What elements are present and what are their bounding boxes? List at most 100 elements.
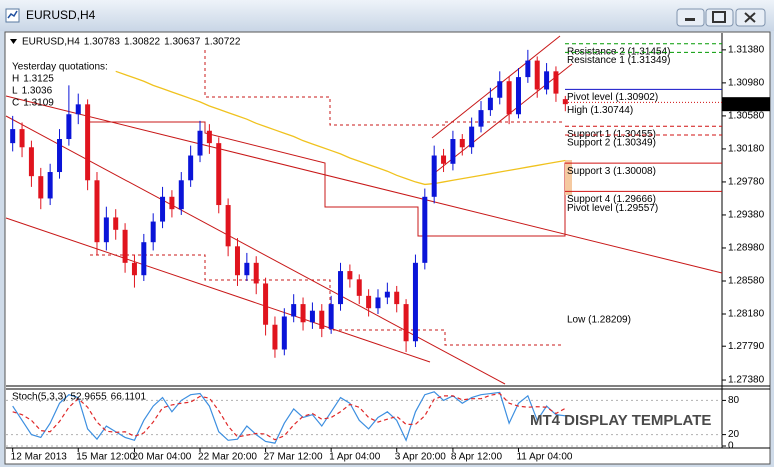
candle-body xyxy=(94,180,100,243)
chart-header: 1.30822 xyxy=(124,37,161,48)
indicator-header: 52.9655 xyxy=(70,392,107,403)
y-tick-label: 0 xyxy=(728,441,734,452)
y-tick-label: 1.27790 xyxy=(728,341,765,352)
candle-body xyxy=(160,196,166,222)
y-tick-label: 1.29780 xyxy=(728,177,765,188)
candle-body xyxy=(178,180,184,210)
pivot-level-label: Pivot level (1.29557) xyxy=(567,203,658,214)
candle-body xyxy=(412,262,418,342)
y-tick-label: 20 xyxy=(728,429,740,440)
pivot-level-label: Resistance 1 (1.31349) xyxy=(567,55,670,66)
candle-body xyxy=(319,310,325,329)
candle-body xyxy=(497,81,503,98)
yesterday-row: L xyxy=(12,86,18,97)
x-tick-label: 27 Mar 12:00 xyxy=(264,452,323,463)
candle-body xyxy=(422,196,428,263)
maximize-button[interactable] xyxy=(705,8,734,27)
candle-body xyxy=(272,324,278,350)
candle-body xyxy=(562,99,568,105)
y-tick-label: 1.30580 xyxy=(728,111,765,122)
candle-body xyxy=(38,176,44,199)
y-tick-label: 1.30980 xyxy=(728,78,765,89)
watermark-shadow: MT4 DISPLAY TEMPLATE xyxy=(531,413,712,430)
y-tick-label: 1.31380 xyxy=(728,44,765,55)
watermark: MT4 DISPLAY TEMPLATE xyxy=(530,412,711,429)
candle-body xyxy=(441,155,447,164)
y-tick-label: 1.29380 xyxy=(728,210,765,221)
candle-body xyxy=(394,291,400,305)
x-tick-label: 8 Apr 12:00 xyxy=(451,452,503,463)
pivot-level-label: Support 2 (1.30349) xyxy=(567,138,656,149)
candle-body xyxy=(113,217,119,230)
candle-body xyxy=(169,196,175,210)
yesterday-row: C xyxy=(12,98,19,109)
window-title: EURUSD,H4 xyxy=(26,8,96,22)
yesterday-row: H xyxy=(12,74,19,85)
candle-body xyxy=(338,271,344,305)
yesterday-row: 1.3036 xyxy=(22,86,53,97)
candle-body xyxy=(534,60,540,90)
candle-body xyxy=(375,297,381,309)
window-icon-glyph xyxy=(7,10,18,19)
x-tick-label: 11 Apr 04:00 xyxy=(516,452,572,463)
candle-body xyxy=(450,139,456,164)
candle-body xyxy=(150,221,156,243)
candle-body xyxy=(506,81,512,115)
yesterday-row: 1.3109 xyxy=(23,98,54,109)
x-tick-label: 3 Apr 20:00 xyxy=(395,452,447,463)
candle-body xyxy=(263,283,269,325)
candle-body xyxy=(122,229,128,263)
candle-body xyxy=(366,295,372,309)
candle-body xyxy=(544,71,550,90)
chart-header: 1.30783 xyxy=(84,37,121,48)
indicator-header: Stoch(5,3,3) xyxy=(12,392,66,403)
close-button[interactable] xyxy=(735,8,766,27)
candle-body xyxy=(216,143,222,206)
pivot-level-label: Pivot level (1.30902) xyxy=(567,92,658,103)
candle-body xyxy=(515,77,521,115)
y-tick-label: 80 xyxy=(728,395,740,406)
candle-body xyxy=(47,172,53,199)
candle-body xyxy=(103,217,109,243)
stoch-line xyxy=(12,392,566,441)
pivot-level-label: Low (1.28209) xyxy=(567,314,631,325)
current-price-label: 1.30722 xyxy=(728,99,765,110)
x-tick-label: 22 Mar 20:00 xyxy=(198,452,257,463)
current-price-box xyxy=(722,97,770,112)
candle-body xyxy=(459,139,465,148)
chart-header: 1.30637 xyxy=(164,37,201,48)
candle-body xyxy=(281,316,287,350)
candle-body xyxy=(28,147,34,177)
candle-body xyxy=(244,262,250,276)
candle-body xyxy=(57,139,63,173)
candle-body xyxy=(300,304,306,323)
pivot-step-dotted xyxy=(204,50,562,126)
pivot-level-label: Support 4 (1.29666) xyxy=(567,194,656,205)
candle-body xyxy=(469,126,475,148)
candle-body xyxy=(356,279,362,296)
y-tick-label: 1.28980 xyxy=(728,243,765,254)
candle-body xyxy=(85,104,91,181)
minimize-button[interactable] xyxy=(676,8,705,27)
x-tick-label: 1 Apr 04:00 xyxy=(329,452,381,463)
pivot-level-label: Resistance 2 (1.31454) xyxy=(567,46,670,57)
candle-body xyxy=(206,130,212,144)
indicator-header: 66.1101 xyxy=(111,392,147,403)
pivot-zone xyxy=(565,160,572,195)
y-tick-label: 1.30180 xyxy=(728,144,765,155)
candle-body xyxy=(478,110,484,127)
candle-body xyxy=(403,304,409,342)
y-tick-label: 1.28180 xyxy=(728,309,765,320)
yesterday-row: 1.3125 xyxy=(23,74,54,85)
candle-body xyxy=(553,71,559,94)
candle-body xyxy=(431,155,437,197)
candle-body xyxy=(19,129,25,148)
chart-header-icon xyxy=(10,39,17,44)
candle-body xyxy=(188,155,194,181)
y-tick-label: 1.27380 xyxy=(728,375,765,386)
trend-line xyxy=(431,35,561,139)
yesterday-heading: Yesterday quotations: xyxy=(12,62,108,73)
x-tick-label: 12 Mar 2013 xyxy=(11,452,68,463)
candle-body xyxy=(10,129,16,144)
